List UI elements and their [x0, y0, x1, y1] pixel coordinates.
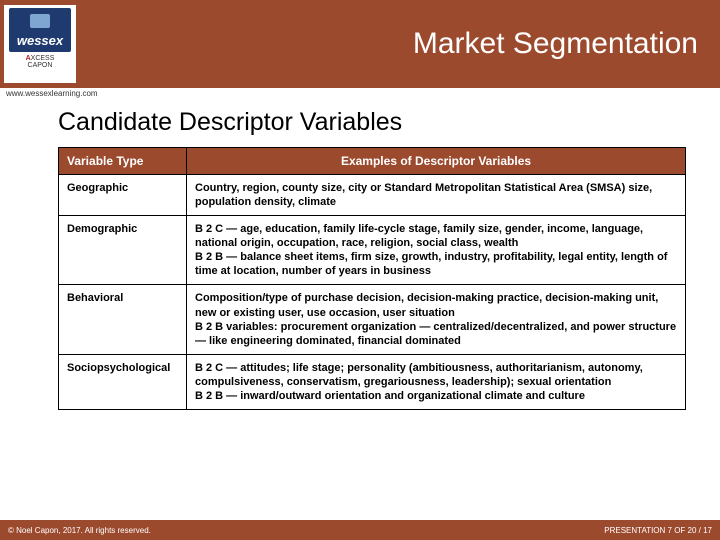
cell-variable-type: Geographic: [59, 175, 187, 216]
content-area: Candidate Descriptor Variables Variable …: [0, 100, 720, 540]
descriptor-table: Variable Type Examples of Descriptor Var…: [58, 147, 686, 410]
table-row: SociopsychologicalB 2 C — attitudes; lif…: [59, 354, 686, 409]
table-body: GeographicCountry, region, county size, …: [59, 175, 686, 410]
cell-examples: B 2 C — age, education, family life-cycl…: [187, 216, 686, 285]
table-row: DemographicB 2 C — age, education, famil…: [59, 216, 686, 285]
cell-examples: B 2 C — attitudes; life stage; personali…: [187, 354, 686, 409]
table-row: BehavioralComposition/type of purchase d…: [59, 285, 686, 354]
url-text: www.wessexlearning.com: [0, 88, 720, 100]
table-header-row: Variable Type Examples of Descriptor Var…: [59, 148, 686, 175]
header-bar: wessex AXCESS CAPON Market Segmentation: [0, 0, 720, 88]
footer-page-indicator: PRESENTATION 7 OF 20 / 17: [604, 526, 712, 535]
table-row: GeographicCountry, region, county size, …: [59, 175, 686, 216]
cell-variable-type: Behavioral: [59, 285, 187, 354]
table-header-examples: Examples of Descriptor Variables: [187, 148, 686, 175]
table-header-variable-type: Variable Type: [59, 148, 187, 175]
cell-variable-type: Sociopsychological: [59, 354, 187, 409]
slide: wessex AXCESS CAPON Market Segmentation …: [0, 0, 720, 540]
axcess-rest: XCESS: [31, 55, 55, 62]
cell-examples: Country, region, county size, city or St…: [187, 175, 686, 216]
logo-block: wessex AXCESS CAPON: [4, 5, 76, 83]
footer-bar: © Noel Capon, 2017. All rights reserved.…: [0, 520, 720, 540]
wessex-logo-text: wessex: [17, 33, 63, 48]
wessex-logo: wessex: [9, 8, 71, 52]
cell-variable-type: Demographic: [59, 216, 187, 285]
footer-copyright: © Noel Capon, 2017. All rights reserved.: [8, 526, 151, 535]
slide-title: Market Segmentation: [80, 27, 720, 61]
cell-examples: Composition/type of purchase decision, d…: [187, 285, 686, 354]
axcess-capon-logo: AXCESS CAPON: [26, 55, 55, 69]
axcess-capon: CAPON: [28, 62, 53, 69]
content-heading: Candidate Descriptor Variables: [58, 108, 686, 137]
